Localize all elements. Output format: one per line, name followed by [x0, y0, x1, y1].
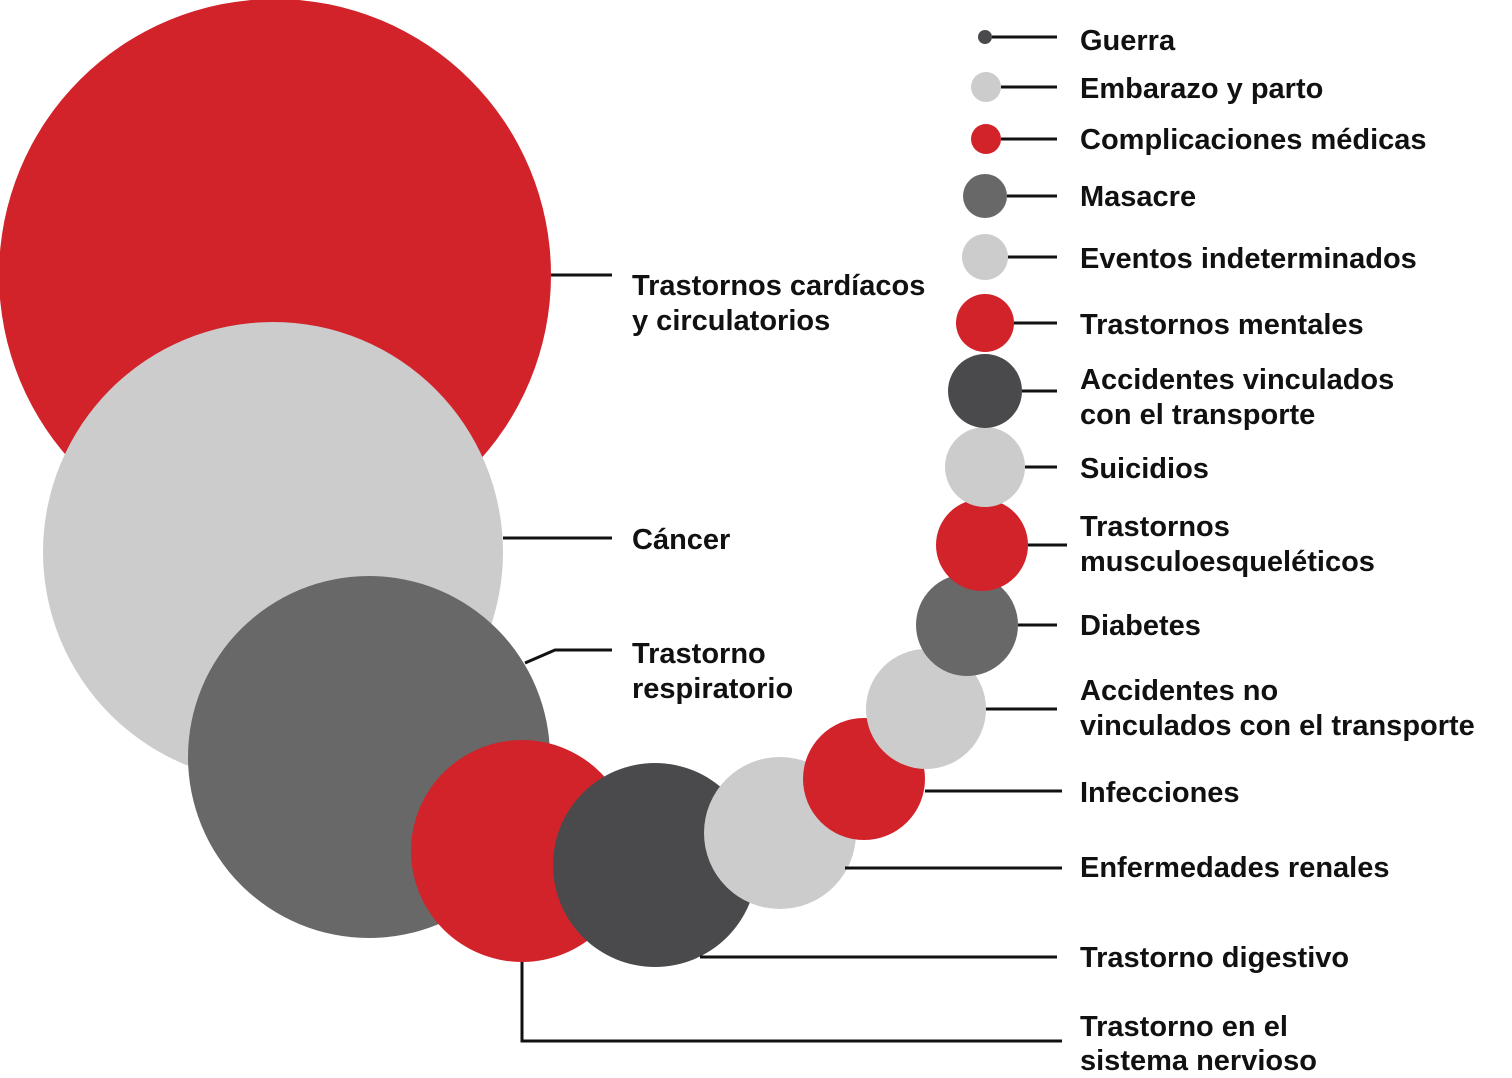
bubble-label-line: Trastornos cardíacos	[632, 270, 925, 302]
bubble-label-12: Trastornos mentales	[1080, 309, 1364, 341]
bubble-9	[936, 499, 1028, 591]
bubble-label-line: Trastorno digestivo	[1080, 942, 1349, 974]
bubble-label-line: respiratorio	[632, 673, 793, 705]
bubble-label-line: y circulatorios	[632, 305, 830, 337]
bubble-label-15: Complicaciones médicas	[1080, 124, 1427, 156]
bubble-label-line: vinculados con el transporte	[1080, 710, 1475, 742]
bubble-label-6: Infecciones	[1080, 777, 1240, 809]
bubble-15	[971, 124, 1001, 154]
bubble-16	[971, 72, 1001, 102]
bubble-label-3: Trastorno en el sistema nervioso	[1080, 1011, 1317, 1073]
bubble-label-line: Accidentes vinculados	[1080, 364, 1394, 396]
bubble-label-line: con el transporte	[1080, 399, 1315, 431]
bubble-label-line: Guerra	[1080, 25, 1176, 57]
bubble-label-9: Trastornos musculoesqueléticos	[1080, 511, 1375, 578]
bubble-label-line: Complicaciones médicas	[1080, 124, 1427, 156]
bubble-label-5: Enfermedades renales	[1080, 852, 1389, 884]
bubble-label-line: Enfermedades renales	[1080, 852, 1389, 884]
bubble-7	[866, 649, 986, 769]
bubble-label-1: Cáncer	[632, 524, 730, 556]
bubble-8	[916, 574, 1018, 676]
bubble-label-16: Embarazo y parto	[1080, 73, 1323, 105]
bubble-label-line: Trastorno en el	[1080, 1011, 1288, 1043]
bubble-4	[553, 763, 757, 967]
bubble-label-2: Trastorno respiratorio	[632, 638, 793, 705]
bubble-label-4: Trastorno digestivo	[1080, 942, 1349, 974]
bubble-14	[963, 174, 1007, 218]
bubble-label-line: Suicidios	[1080, 453, 1209, 485]
bubble-label-line: Infecciones	[1080, 777, 1240, 809]
bubble-label-7: Accidentes no vinculados con el transport…	[1080, 675, 1475, 742]
bubble-11	[948, 354, 1022, 428]
bubble-label-8: Diabetes	[1080, 610, 1201, 642]
bubble-label-line: Embarazo y parto	[1080, 73, 1323, 105]
bubble-label-11: Accidentes vinculados con el transporte	[1080, 364, 1394, 431]
leader-line-3	[520, 962, 1062, 1043]
bubble-label-line: Trastornos	[1080, 511, 1230, 543]
bubble-label-14: Masacre	[1080, 181, 1196, 213]
leader-lines-layer	[503, 35, 1067, 1043]
leader-line-2	[524, 648, 612, 665]
bubble-label-10: Suicidios	[1080, 453, 1209, 485]
bubble-label-line: sistema nervioso	[1080, 1045, 1317, 1073]
bubble-label-line: Accidentes no	[1080, 675, 1278, 707]
bubble-label-line: Trastornos mentales	[1080, 309, 1364, 341]
bubble-label-line: Eventos indeterminados	[1080, 243, 1417, 275]
bubble-label-0: Trastornos cardíacos y circulatorios	[632, 270, 925, 337]
bubble-label-line: Trastorno	[632, 638, 766, 670]
bubble-17	[978, 30, 992, 44]
bubble-label-line: Masacre	[1080, 181, 1196, 213]
bubble-label-line: Cáncer	[632, 524, 730, 556]
bubbles-layer	[0, 0, 1028, 967]
bubble-label-13: Eventos indeterminados	[1080, 243, 1417, 275]
bubble-13	[962, 234, 1008, 280]
labels-layer: Trastornos cardíacos y circulatorios Cánce…	[632, 25, 1475, 1077]
bubble-label-17: Guerra	[1080, 25, 1176, 57]
bubble-10	[945, 427, 1025, 507]
bubble-label-line: Diabetes	[1080, 610, 1201, 642]
bubble-label-line: musculoesqueléticos	[1080, 546, 1375, 578]
bubble-12	[956, 294, 1014, 352]
